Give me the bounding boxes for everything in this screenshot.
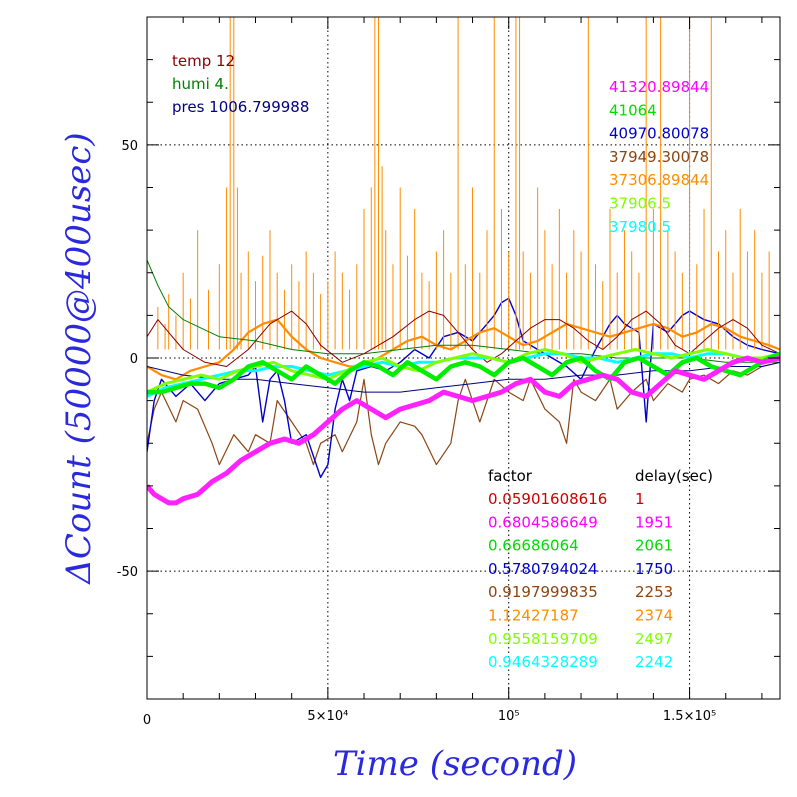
- delay-value: 2374: [635, 607, 673, 625]
- count-legend-entry: 37949.30078: [609, 148, 709, 166]
- series-line-7: [147, 352, 780, 398]
- factor-value: 1.12427187: [488, 607, 579, 625]
- factor-value: 0.6804586649: [488, 513, 598, 531]
- delay-value: 2253: [635, 583, 673, 601]
- delay-value: 2061: [635, 537, 673, 555]
- delay-value: 1951: [635, 513, 673, 531]
- series-line-6: [147, 361, 780, 393]
- count-legend-entry: 40970.80078: [609, 125, 709, 143]
- y-axis-title: ΔCount (50000@400usec): [59, 132, 99, 585]
- series-line-4: [147, 259, 780, 363]
- count-legend-entry: 41320.89844: [609, 78, 709, 96]
- series-line-9: [147, 351, 780, 395]
- delay-value: 1: [635, 490, 645, 508]
- count-legend-entry: 41064: [609, 101, 657, 119]
- environment-legend: temp 12 humi 4. pres 1006.799988: [172, 52, 309, 116]
- factor-value: 0.05901608616: [488, 490, 607, 508]
- factor-value: 0.5780794024: [488, 560, 598, 578]
- factor-header: factor: [488, 467, 533, 485]
- factor-value: 0.66686064: [488, 537, 579, 555]
- series-spikes: [157, 17, 770, 350]
- data-series: [147, 17, 780, 506]
- delay-value: 2242: [635, 653, 673, 671]
- env-legend-entry: pres 1006.799988: [172, 98, 309, 116]
- y-tick-label: 0: [130, 352, 138, 367]
- env-legend-entry: humi 4.: [172, 75, 229, 93]
- x-tick-label: 0: [143, 713, 151, 728]
- factor-value: 0.9558159709: [488, 630, 598, 648]
- delay-value: 2497: [635, 630, 673, 648]
- series-line-0: [147, 361, 780, 466]
- y-tick-label: 50: [121, 139, 138, 154]
- delay-value: 1750: [635, 560, 673, 578]
- y-tick-label: -50: [117, 565, 138, 580]
- factor-value: 0.9197999835: [488, 583, 598, 601]
- count-legend-entry: 37906.5: [609, 195, 671, 213]
- x-tick-label: 10⁵: [498, 709, 520, 724]
- axis-ticks: 0 5×10⁴ 10⁵ 1.5×10⁵ -50 0 50: [117, 16, 780, 728]
- x-tick-label: 5×10⁴: [307, 709, 348, 724]
- count-legend-entry: 37306.89844: [609, 171, 709, 189]
- x-axis-title: Time (second): [333, 744, 577, 784]
- series-line-10: [147, 355, 780, 506]
- x-tick-label: 1.5×10⁵: [663, 709, 716, 724]
- factor-delay-table: factor delay(sec) 0.05901608616 1 0.680458…: [488, 467, 713, 671]
- count-legend: 41320.89844 41064 40970.80078 37949.30078 37…: [609, 78, 709, 236]
- count-legend-entry: 37980.5: [609, 218, 671, 236]
- env-legend-entry: temp 12: [172, 52, 235, 70]
- delay-header: delay(sec): [635, 467, 713, 485]
- factor-value: 0.9464328289: [488, 653, 598, 671]
